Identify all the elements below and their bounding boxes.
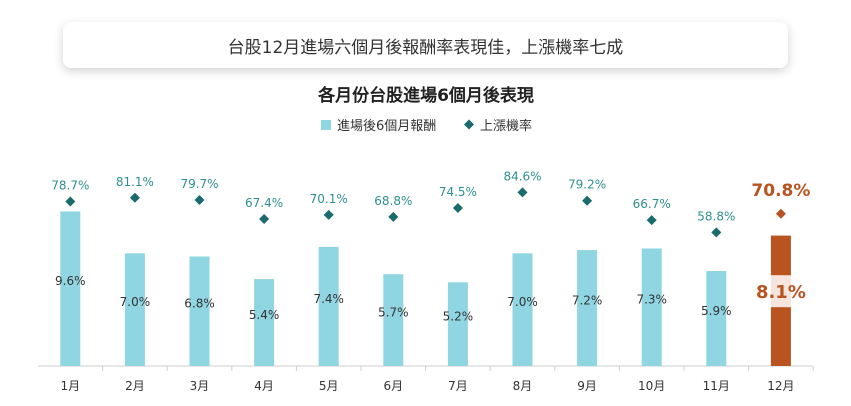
headline-banner: 台股12月進場六個月後報酬率表現佳，上漲機率七成 xyxy=(63,22,788,68)
rise-probability-label: 70.1% xyxy=(310,192,348,206)
x-tick-label: 2月 xyxy=(125,379,145,393)
return-bar xyxy=(318,246,339,366)
rise-probability-label: 78.7% xyxy=(51,179,89,193)
rise-probability-label: 79.7% xyxy=(180,177,218,191)
return-value-label: 9.6% xyxy=(55,274,86,288)
rise-probability-marker xyxy=(582,195,593,206)
return-value-label: 7.2% xyxy=(572,293,603,307)
x-tick-label: 8月 xyxy=(513,379,533,393)
legend: 進場後6個月報酬 上漲機率 xyxy=(321,118,532,134)
return-value-label: 8.1% xyxy=(756,282,806,303)
return-bar xyxy=(512,253,533,366)
return-bar xyxy=(447,282,468,366)
return-bar xyxy=(706,271,727,366)
rise-probability-label: 58.8% xyxy=(697,209,735,223)
return-value-label: 5.4% xyxy=(249,308,280,322)
rise-probability-label: 68.8% xyxy=(374,194,412,208)
rise-probability-marker xyxy=(711,227,722,238)
return-value-label: 7.4% xyxy=(313,292,344,306)
return-bar xyxy=(60,211,81,366)
rise-probability-label: 66.7% xyxy=(633,197,671,211)
return-bar xyxy=(383,274,404,366)
rise-probability-marker xyxy=(323,209,334,220)
rise-probability-label: 79.2% xyxy=(568,178,606,192)
x-tick-label: 4月 xyxy=(254,379,274,393)
return-bar xyxy=(124,253,145,366)
x-tick-label: 9月 xyxy=(577,379,597,393)
x-tick-label: 6月 xyxy=(383,379,403,393)
rise-probability-marker xyxy=(129,192,140,203)
x-tick-label: 1月 xyxy=(60,379,80,393)
return-value-label: 7.0% xyxy=(120,295,151,309)
rise-probability-label: 70.8% xyxy=(751,181,810,201)
return-value-label: 6.8% xyxy=(184,297,215,311)
x-tick-label: 5月 xyxy=(319,379,339,393)
return-value-label: 5.7% xyxy=(378,305,409,319)
rise-probability-marker xyxy=(65,196,76,207)
highlight-label-background xyxy=(756,275,805,308)
rise-probability-marker xyxy=(517,187,528,198)
return-value-label: 5.9% xyxy=(701,304,732,318)
return-bar xyxy=(254,279,275,366)
legend-label-rate: 上漲機率 xyxy=(480,118,532,134)
return-bar xyxy=(189,256,210,366)
rise-probability-label: 74.5% xyxy=(439,185,477,199)
return-value-label: 7.0% xyxy=(507,295,538,309)
x-tick-label: 11月 xyxy=(703,379,730,393)
chart-title: 各月份台股進場6個月後表現 xyxy=(317,85,534,106)
return-value-label: 5.2% xyxy=(443,309,474,323)
plot-area: 9.6% 78.7% 1月 7.0% 81.1% 2月 6.8% 79.7% 3月 5.4% 67.… xyxy=(38,169,814,393)
x-tick-label: 7月 xyxy=(448,379,468,393)
rise-probability-label: 81.1% xyxy=(116,175,154,189)
legend-label-return: 進場後6個月報酬 xyxy=(337,119,436,134)
x-tick-label: 10月 xyxy=(638,379,665,393)
return-bar xyxy=(641,248,662,366)
x-tick-label: 12月 xyxy=(767,379,794,393)
rise-probability-marker xyxy=(388,211,399,222)
rise-probability-label: 67.4% xyxy=(245,196,283,210)
rise-probability-marker xyxy=(646,215,657,226)
rise-probability-marker xyxy=(194,194,205,205)
x-tick-label: 3月 xyxy=(190,379,210,393)
return-value-label: 7.3% xyxy=(636,293,667,307)
rise-probability-marker xyxy=(775,208,786,219)
rise-probability-marker xyxy=(452,203,463,214)
rise-probability-label: 84.6% xyxy=(503,169,541,183)
rise-probability-marker xyxy=(259,214,270,225)
legend-diamond-icon xyxy=(464,119,474,130)
legend-bar-swatch xyxy=(321,120,331,130)
headline-text: 台股12月進場六個月後報酬率表現佳，上漲機率七成 xyxy=(227,37,624,58)
return-bar xyxy=(577,250,598,366)
